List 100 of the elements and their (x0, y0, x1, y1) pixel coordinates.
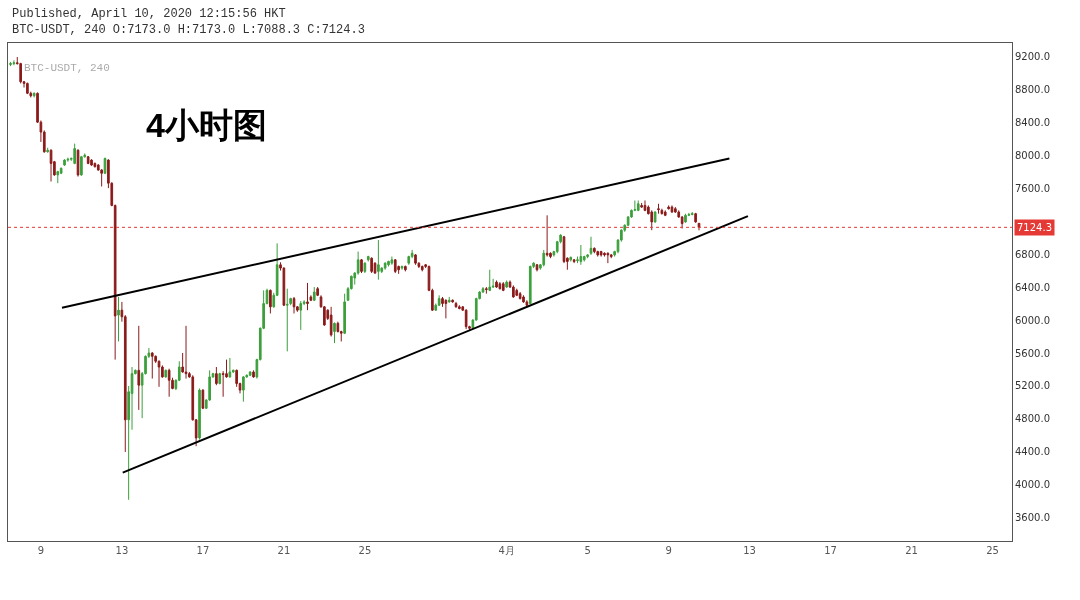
candlestick (333, 322, 336, 344)
candlestick (285, 288, 289, 352)
x-tick-label: 13 (743, 545, 756, 556)
candlestick (26, 82, 29, 95)
candlestick (640, 202, 643, 209)
candlestick (437, 294, 441, 307)
candlestick (593, 246, 596, 254)
candlestick (589, 236, 593, 256)
candlestick (360, 258, 363, 274)
candlestick (306, 282, 309, 311)
candlestick (660, 208, 664, 215)
candlestick (157, 359, 161, 388)
candlestick (49, 148, 53, 183)
candlestick (542, 249, 546, 267)
x-tick-label: 13 (115, 545, 129, 556)
candlestick (485, 286, 488, 295)
candlestick (103, 157, 107, 175)
candlestick (609, 253, 613, 259)
candlestick (525, 299, 529, 308)
candlestick (599, 250, 603, 258)
candlestick (80, 155, 83, 177)
candlestick (56, 170, 60, 184)
y-tick-label: 4000.0 (1015, 479, 1050, 491)
candlestick (505, 279, 508, 289)
candlestick (569, 256, 573, 262)
candlestick (269, 289, 272, 314)
x-tick-label: 17 (824, 545, 837, 556)
candlestick (454, 301, 458, 309)
candlestick (650, 209, 654, 231)
x-tick-label: 21 (277, 545, 291, 556)
x-tick-label: 9 (665, 545, 672, 556)
text: Published, April 10, 2020 12:15:56 HKT (12, 7, 286, 21)
candlestick (545, 214, 549, 258)
candlestick (86, 155, 90, 165)
x-tick-label: 25 (358, 545, 372, 556)
candlestick (393, 258, 397, 274)
candlestick (451, 298, 454, 304)
candlestick (248, 370, 252, 377)
x-tick-label: 5 (584, 545, 591, 556)
candlestick (201, 388, 205, 410)
candlestick (32, 91, 36, 98)
candlestick (515, 288, 519, 297)
candlestick (643, 199, 647, 212)
x-tick-label: 17 (196, 545, 210, 556)
candlestick (167, 368, 171, 398)
candlestick (383, 261, 387, 271)
candlestick (498, 281, 502, 291)
candlestick (414, 253, 417, 266)
candlestick (292, 296, 296, 314)
candlestick (63, 158, 66, 167)
y-tick-label: 8800.0 (1015, 83, 1050, 95)
candlestick (674, 206, 677, 214)
candlestick (215, 366, 218, 386)
candlestick (596, 250, 600, 258)
candlestick (282, 266, 286, 307)
annotation: 4小时图 (146, 106, 267, 144)
candlestick (512, 284, 515, 299)
y-tick-label: 8000.0 (1015, 149, 1050, 161)
candlestick (501, 281, 505, 292)
y-tick-label: 6400.0 (1015, 281, 1050, 293)
x-tick-label: 25 (986, 545, 999, 556)
candlestick (694, 212, 697, 224)
candlestick (657, 203, 660, 215)
candlestick (387, 260, 390, 267)
candlestick (528, 265, 532, 305)
candlestick (690, 211, 694, 216)
candlestick (366, 255, 370, 262)
candlestick (522, 294, 525, 304)
annotation: BTC-USDT, 240 (24, 62, 110, 74)
candlestick (90, 158, 93, 167)
candlestick (117, 296, 120, 342)
candlestick (9, 61, 12, 67)
candlestick (579, 244, 583, 266)
candlestick (329, 306, 333, 338)
y-tick-label: 5600.0 (1015, 347, 1050, 359)
y-tick-label: 6000.0 (1015, 314, 1050, 326)
candlestick (228, 357, 232, 379)
candlestick (636, 199, 640, 212)
candlestick (76, 148, 80, 178)
candlestick (299, 300, 303, 331)
candlestick (100, 168, 103, 187)
candlestick (667, 204, 670, 211)
candlestick (518, 291, 522, 300)
x-tick-label: 9 (37, 545, 45, 556)
y-tick-label: 3600.0 (1015, 512, 1050, 524)
x-tick-label: 4月 (498, 545, 515, 556)
candlestick (663, 209, 667, 217)
y-tick-label: 7600.0 (1015, 182, 1050, 194)
candlestick (242, 375, 245, 403)
candlestick (390, 256, 394, 266)
candlestick (73, 143, 76, 165)
y-tick-label: 4800.0 (1015, 413, 1050, 425)
candlestick (12, 59, 16, 66)
candlestick (252, 369, 255, 379)
candlestick (400, 265, 404, 271)
candlestick (458, 304, 461, 310)
x-tick-label: 21 (905, 545, 918, 556)
ref-line-label: 7124.3 (1017, 222, 1052, 233)
candlestick (370, 256, 373, 274)
candlestick (312, 286, 316, 302)
